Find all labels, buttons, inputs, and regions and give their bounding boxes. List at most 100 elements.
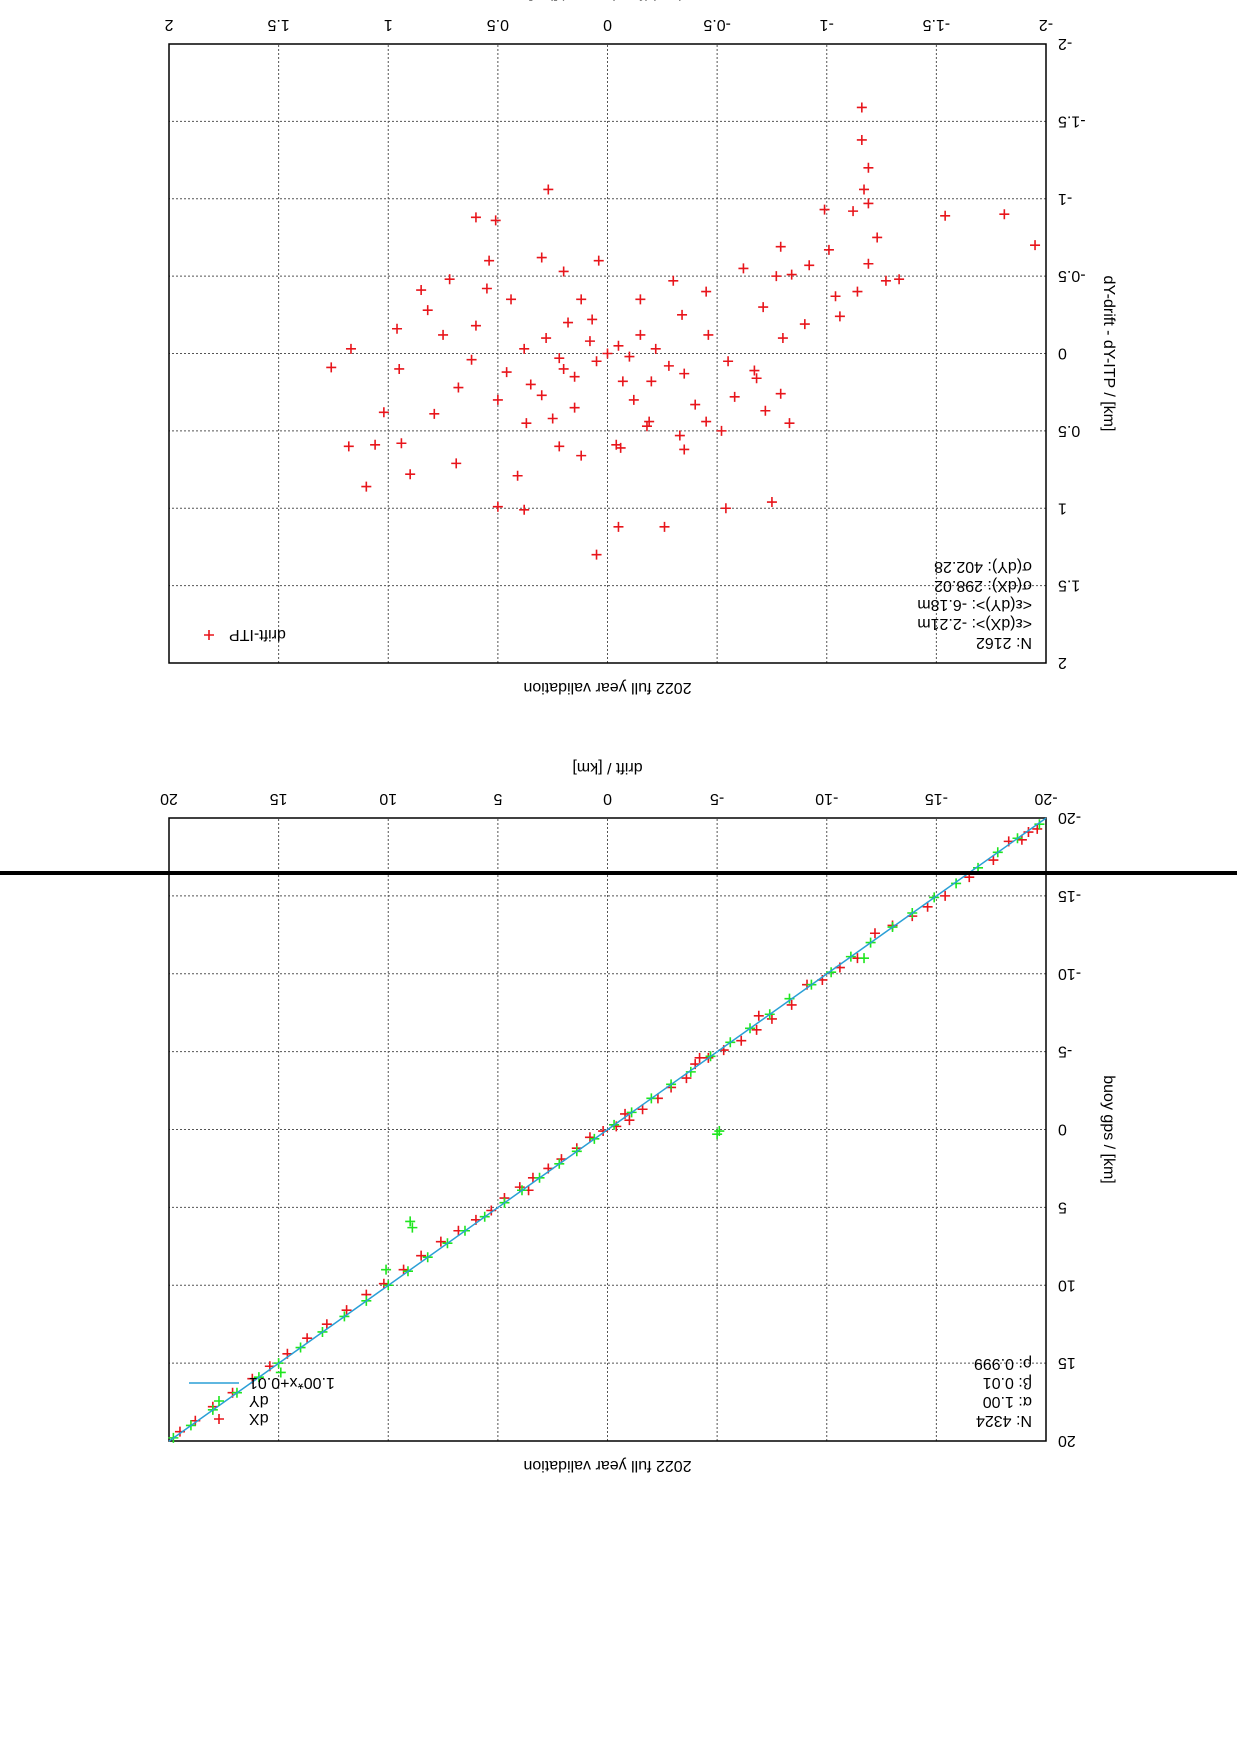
data-point-dx (624, 1115, 635, 1126)
plot-frame (168, 817, 1047, 1442)
data-point-dx (753, 1010, 764, 1021)
x-tick-label: -20 (1034, 790, 1057, 807)
data-point-driftitp (720, 503, 731, 514)
x-tick-label: 15 (270, 790, 288, 807)
data-point-driftitp (729, 391, 740, 402)
data-point-dx (435, 1236, 446, 1247)
data-point-driftitp (576, 450, 587, 461)
data-point-driftitp (775, 388, 786, 399)
data-point-dx (341, 1305, 352, 1316)
data-point-dx (766, 1013, 777, 1024)
data-point-dy (951, 878, 962, 889)
y-tick-label: -5 (1058, 1043, 1072, 1060)
data-point-dx (416, 1250, 427, 1261)
data-point-driftitp (690, 399, 701, 410)
data-point-driftitp (859, 184, 870, 195)
plot-frame (168, 43, 1047, 664)
y-tick-label: -1.5 (1058, 112, 1086, 129)
stats-line: σ(dY): 402.28 (934, 558, 1032, 575)
y-tick-label: 2 (1058, 654, 1067, 671)
legend-label: 1.00*x+0.01 (249, 1374, 335, 1391)
data-point-driftitp (940, 210, 951, 221)
data-point-driftitp (541, 333, 552, 344)
x-tick-label: -1.5 (922, 16, 950, 33)
data-point-driftitp (484, 255, 495, 266)
data-point-driftitp (422, 305, 433, 316)
data-point-dx (584, 1132, 595, 1143)
data-point-driftitp (635, 329, 646, 340)
data-point-dy (1034, 819, 1045, 830)
data-point-driftitp (646, 376, 657, 387)
stats-line: <ε(dX)>: -2.21m (917, 615, 1032, 632)
data-point-driftitp (613, 340, 624, 351)
data-point-dx (398, 1264, 409, 1275)
data-point-driftitp (830, 291, 841, 302)
data-point-dx (681, 1073, 692, 1084)
data-point-driftitp (823, 244, 834, 255)
data-point-driftitp (558, 363, 569, 374)
data-point-driftitp (512, 470, 523, 481)
data-point-driftitp (856, 134, 867, 145)
data-point-dx (940, 890, 951, 901)
data-point-driftitp (470, 212, 481, 223)
data-point-driftitp (591, 356, 602, 367)
data-point-driftitp (345, 343, 356, 354)
stats-line: N: 2162 (976, 634, 1032, 651)
y-tick-label: 0 (1058, 345, 1067, 362)
data-point-driftitp (378, 407, 389, 418)
legend-marker (204, 630, 214, 640)
stats-line: β: 0.01 (983, 1374, 1032, 1391)
data-point-driftitp (405, 469, 416, 480)
data-point-driftitp (591, 549, 602, 560)
data-point-driftitp (569, 402, 580, 413)
data-point-driftitp (466, 354, 477, 365)
x-tick-label: 1.5 (267, 16, 289, 33)
data-point-driftitp (628, 394, 639, 405)
data-point-driftitp (863, 198, 874, 209)
data-point-driftitp (521, 418, 532, 429)
data-point-driftitp (613, 521, 624, 532)
data-point-driftitp (429, 408, 440, 419)
data-point-driftitp (766, 497, 777, 508)
legend-label: dX (249, 1410, 269, 1427)
data-point-dx (1023, 827, 1034, 838)
data-point-driftitp (394, 363, 405, 374)
x-tick-label: -5 (710, 790, 724, 807)
data-point-driftitp (701, 286, 712, 297)
y-tick-label: 0 (1058, 1121, 1067, 1138)
chart-title: 2022 full year validation (523, 679, 691, 696)
data-point-dy (275, 1367, 286, 1378)
x-axis-label: dX-drift - dX-ITP / [km] (528, 0, 687, 2)
data-point-dx (988, 855, 999, 866)
data-point-driftitp (751, 373, 762, 384)
data-point-driftitp (506, 294, 517, 305)
data-point-dx (321, 1319, 332, 1330)
data-point-driftitp (554, 441, 565, 452)
data-point-driftitp (701, 416, 712, 427)
data-point-dx (378, 1278, 389, 1289)
data-point-driftitp (786, 269, 797, 280)
stats-line: α: 1.00 (983, 1393, 1032, 1410)
data-point-driftitp (880, 275, 891, 286)
data-point-dx (786, 999, 797, 1010)
x-tick-label: 2 (164, 16, 173, 33)
x-tick-label: 20 (160, 790, 178, 807)
data-point-driftitp (361, 481, 372, 492)
data-point-dx (922, 901, 933, 912)
legend-marker (214, 1396, 224, 1406)
data-point-driftitp (894, 274, 905, 285)
y-tick-label: -0.5 (1058, 267, 1086, 284)
data-point-driftitp (723, 356, 734, 367)
y-tick-label: 15 (1058, 1354, 1076, 1371)
y-tick-label: 5 (1058, 1198, 1067, 1215)
data-point-driftitp (453, 382, 464, 393)
data-point-dy (714, 1126, 725, 1137)
data-point-driftitp (416, 285, 427, 296)
legend-label: dY (249, 1392, 269, 1409)
data-point-dx (1016, 834, 1027, 845)
data-point-driftitp (519, 343, 530, 354)
data-point-driftitp (536, 252, 547, 263)
data-point-driftitp (834, 311, 845, 322)
chart-panel-2 (168, 43, 1047, 664)
data-point-driftitp (668, 275, 679, 286)
